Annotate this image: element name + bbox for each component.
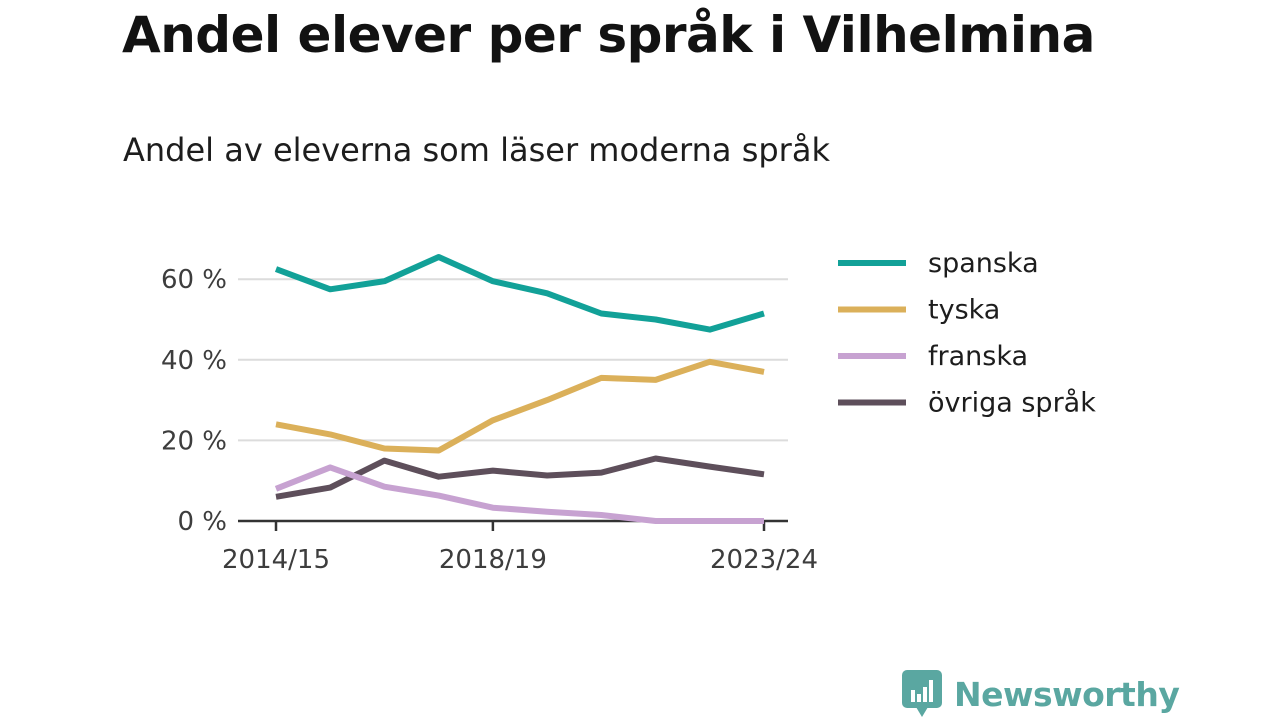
y-tick-label: 60 % [161,265,227,295]
y-tick-label: 0 % [177,507,227,537]
chart-title: Andel elever per språk i Vilhelmina [122,6,1095,64]
legend-label-franska: franska [928,341,1028,372]
series-lines [274,254,765,524]
x-axis: 2014/15 2018/19 2023/24 [222,519,818,575]
legend-label-tyska: tyska [928,295,1000,326]
gridlines: 0 % 20 % 40 % 60 % [161,265,788,537]
series-line-spanska [274,254,765,333]
series-line-tyska [275,358,765,454]
legend-label-ovriga-sprak: övriga språk [928,388,1096,419]
x-tick-label: 2023/24 [710,545,818,575]
legend-label-spanska: spanska [928,248,1039,279]
series-line-franska [274,464,764,524]
bar-chart-speech-bubble-icon [902,670,942,717]
y-tick-label: 40 % [161,346,227,376]
brand-name: Newsworthy [954,674,1180,714]
newsworthy-logo: Newsworthy [902,670,1180,718]
legend: spanska tyska franska övriga språk [838,248,1096,419]
y-tick-label: 20 % [161,426,227,456]
chart-subtitle: Andel av eleverna som läser moderna språ… [123,131,830,169]
series-line-ovriga-sprak [275,455,765,500]
x-tick-label: 2014/15 [222,545,330,575]
x-tick-label: 2018/19 [439,545,547,575]
